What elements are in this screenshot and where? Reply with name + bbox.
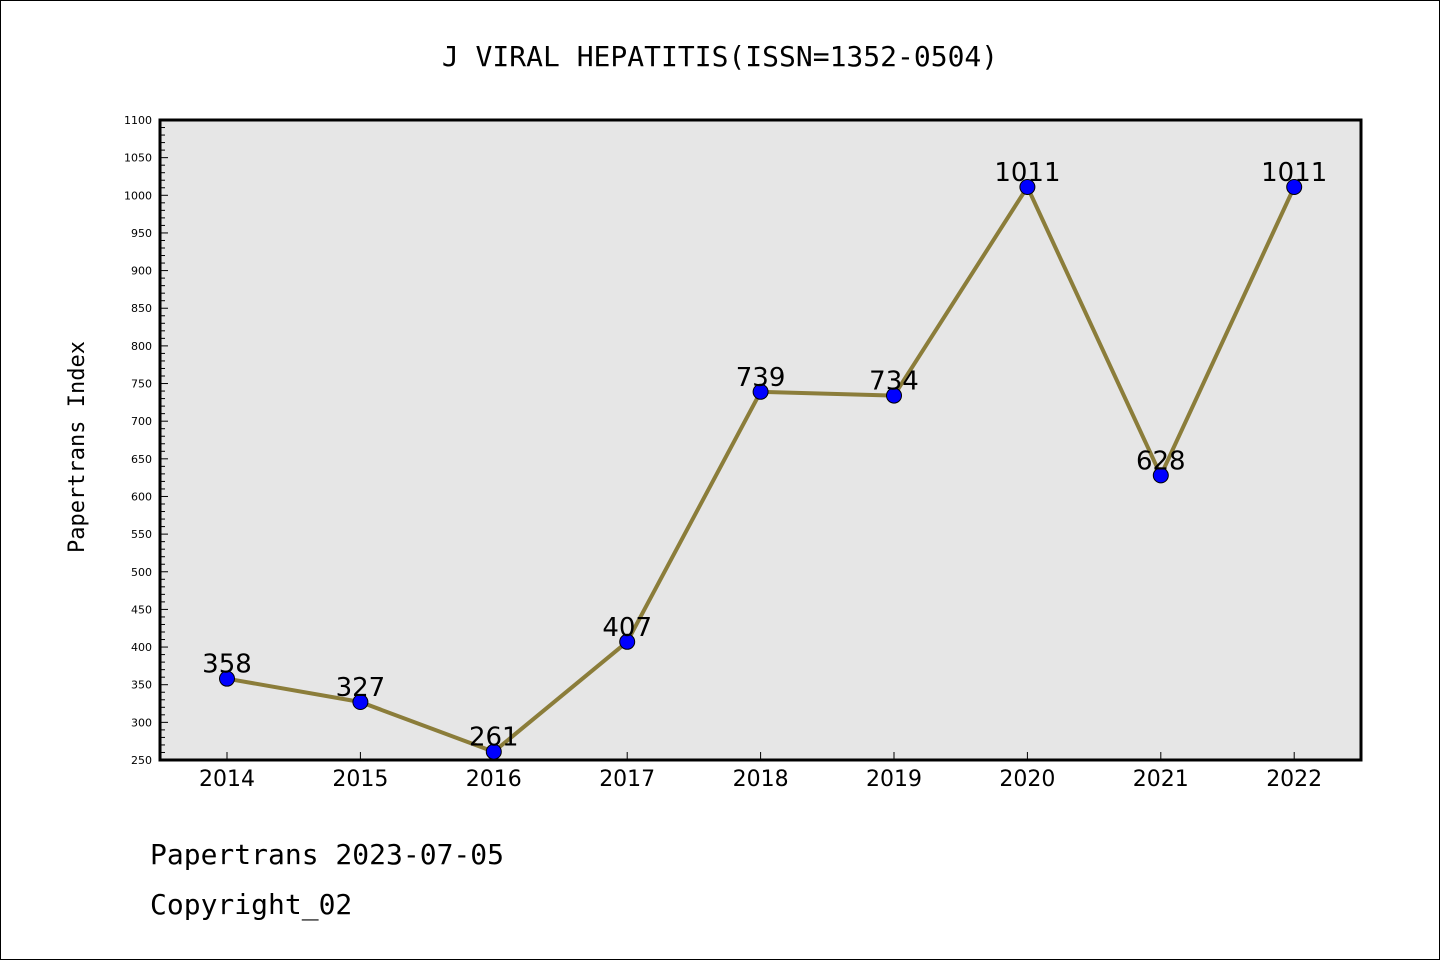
y-tick-label: 500 <box>131 566 152 579</box>
x-tick-label: 2017 <box>599 767 655 792</box>
y-tick-label: 850 <box>131 302 152 315</box>
data-point-marker <box>485 743 502 760</box>
data-label: 739 <box>736 363 786 393</box>
x-axis: 2014 2015 2016 2017 2018 2019 2020 2021 2022 <box>199 752 1322 792</box>
y-tick-label: 1050 <box>124 152 152 165</box>
data-point-marker <box>219 670 235 687</box>
y-tick-label: 1100 <box>124 114 152 127</box>
y-tick-label: 450 <box>131 603 152 616</box>
x-tick-label: 2022 <box>1266 767 1322 792</box>
chart-title: J VIRAL HEPATITIS(ISSN=1352-0504) <box>442 40 998 73</box>
data-point-marker <box>1286 179 1303 196</box>
data-label: 327 <box>336 673 386 703</box>
y-tick-label: 300 <box>131 716 152 729</box>
data-point-marker <box>619 633 636 650</box>
marker-group <box>219 179 1303 760</box>
x-tick-label: 2014 <box>199 767 255 792</box>
data-label: 1011 <box>994 158 1060 188</box>
y-tick-label: 750 <box>131 378 152 391</box>
y-tick-label: 600 <box>131 490 152 503</box>
x-tick-label: 2015 <box>332 767 388 792</box>
data-point-marker <box>1152 467 1169 484</box>
y-tick-label: 900 <box>131 265 152 278</box>
footer-copyright-text: Copyright_02 <box>150 888 352 922</box>
data-label: 358 <box>202 650 252 680</box>
y-tick-label: 550 <box>131 528 152 541</box>
data-label: 1011 <box>1261 158 1327 188</box>
y-tick-label: 250 <box>131 754 152 767</box>
data-label: 261 <box>469 723 519 753</box>
data-point-marker <box>352 694 369 711</box>
x-tick-label: 2018 <box>733 767 789 792</box>
data-point-marker <box>1019 179 1036 196</box>
y-tick-label: 950 <box>131 227 152 240</box>
data-point-marker <box>886 387 902 404</box>
x-tick-label: 2019 <box>866 767 922 792</box>
plot-area <box>158 118 1363 762</box>
y-tick-label: 400 <box>131 641 152 654</box>
x-tick-label: 2016 <box>466 767 522 792</box>
y-axis-label: Papertrans Index <box>65 341 90 553</box>
data-label: 734 <box>869 367 919 397</box>
data-point-marker <box>752 383 769 400</box>
y-tick-label: 700 <box>131 415 152 428</box>
y-tick-label: 1000 <box>124 189 152 202</box>
data-label-group: 358 327 261 407 739 734 1011 628 1011 <box>202 158 1327 753</box>
data-label: 628 <box>1136 446 1186 476</box>
y-tick-label: 350 <box>131 679 152 692</box>
y-tick-label: 800 <box>131 340 152 353</box>
y-axis: 250 300 350 400 450 500 550 600 650 700 750 800 850 9… <box>124 114 168 767</box>
y-tick-label: 650 <box>131 453 152 466</box>
data-label: 407 <box>602 613 652 643</box>
footer-date-text: Papertrans 2023-07-05 <box>150 838 504 871</box>
x-tick-label: 2020 <box>999 767 1055 792</box>
x-tick-label: 2021 <box>1133 767 1189 792</box>
